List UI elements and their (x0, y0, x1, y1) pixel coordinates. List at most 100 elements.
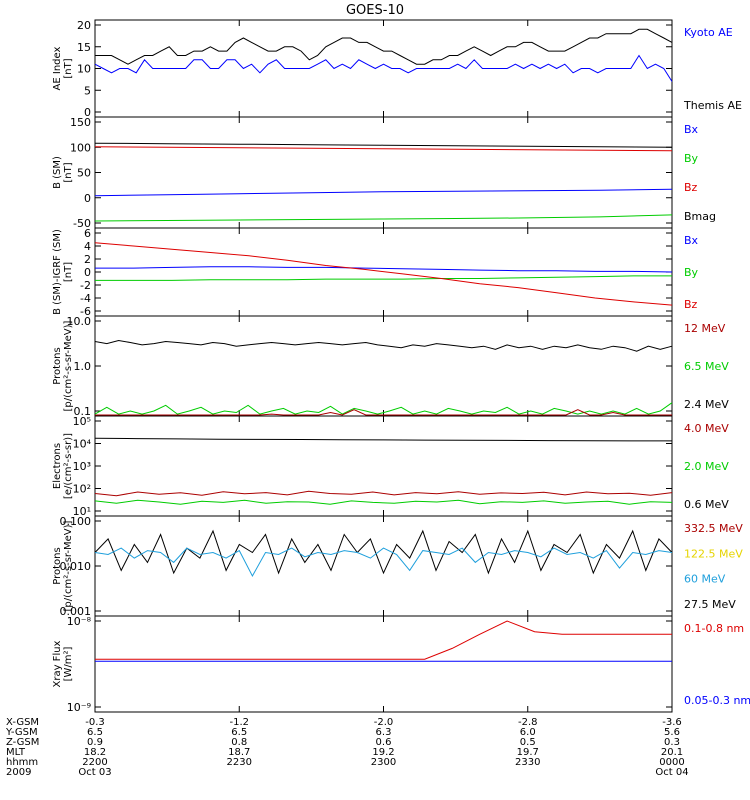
y-axis-label: Xray Flux (52, 640, 63, 687)
footer-value: -0.3 (85, 717, 105, 728)
legend-entry: 60 MeV (684, 573, 726, 586)
y-tick-label: 0.100 (60, 515, 92, 528)
legend-entry: Bz (684, 298, 698, 311)
y-tick-label: 0 (84, 266, 91, 279)
legend-entry: 6.5 MeV (684, 360, 729, 373)
y-tick-label: -4 (80, 292, 91, 305)
panel-frame (94, 415, 673, 517)
series-line (95, 620, 672, 660)
footer-value: -2.8 (518, 717, 538, 728)
footer-value: 18.2 (84, 747, 106, 758)
y-tick-label: 6 (84, 227, 91, 240)
legend-entry: 4.0 MeV (684, 422, 729, 435)
panel-frame (94, 615, 673, 713)
y-axis-label: [W/m²] (63, 646, 74, 681)
series-line (94, 490, 673, 497)
footer-value: 20.1 (661, 747, 683, 758)
series-line (94, 146, 673, 152)
y-tick-label: 10⁻⁸ (67, 615, 92, 628)
y-tick-label: 1.0 (74, 360, 92, 373)
y-axis-label: B (SM)-IGRF (SM) (52, 229, 63, 315)
footer-value: -3.6 (662, 717, 682, 728)
y-tick-label: 5 (84, 84, 91, 97)
legend-entry: 0.1-0.8 nm (684, 622, 744, 635)
footer-value: 2200 (82, 757, 107, 768)
legend-entry: 12 MeV (684, 322, 726, 335)
series-line (94, 242, 673, 306)
y-tick-label: 0.001 (60, 605, 92, 618)
series-line (94, 142, 673, 148)
y-axis-label: Protons (52, 347, 63, 384)
y-axis-label: [p/(cm²-s-sr-MeV)] (63, 520, 74, 611)
legend-entry: 0.6 MeV (684, 498, 729, 511)
y-axis-label: [nT] (63, 262, 74, 282)
legend-entry: By (684, 152, 699, 165)
series-line (94, 437, 672, 442)
footer-value: Oct 04 (655, 767, 688, 778)
panel-frame (94, 116, 673, 229)
legend-entry: Bz (684, 181, 698, 194)
y-tick-label: 0 (84, 106, 91, 119)
legend-entry: Themis AE (683, 99, 742, 112)
footer-value: 19.2 (372, 747, 394, 758)
series-line (94, 339, 673, 352)
footer-value: 0.6 (376, 737, 392, 748)
y-tick-label: 10⁴ (73, 438, 92, 451)
y-axis-label: [nT] (63, 58, 74, 78)
y-axis-label: Electrons (52, 443, 63, 489)
footer-value: Oct 03 (78, 767, 111, 778)
footer-row-label: MLT (6, 747, 26, 758)
footer-value: 19.7 (517, 747, 539, 758)
legend-entry: 2.0 MeV (684, 460, 729, 473)
footer-value: 6.5 (87, 727, 103, 738)
footer-value: 6.5 (231, 727, 247, 738)
y-tick-label: 0.1 (74, 405, 92, 418)
footer-value: -2.0 (374, 717, 394, 728)
footer-value: -1.2 (229, 717, 249, 728)
y-tick-label: 10² (73, 483, 91, 496)
footer-row-label: hhmm (6, 757, 38, 768)
series-line (95, 266, 673, 273)
legend-entry: Bmag (684, 210, 716, 223)
y-tick-label: 10.0 (67, 315, 92, 328)
y-axis-label: Protons (52, 547, 63, 584)
footer-value: 6.0 (520, 727, 536, 738)
footer-value: 18.7 (228, 747, 250, 758)
legend-entry: 2.4 MeV (684, 398, 729, 411)
y-axis-label: [p/(cm²-s-sr-MeV)] (63, 320, 74, 411)
legend-entry: Bx (684, 123, 699, 136)
series-line (95, 28, 673, 65)
series-line (94, 214, 673, 222)
footer-value: 2300 (371, 757, 396, 768)
series-line (95, 409, 672, 416)
series-line (94, 402, 673, 415)
y-tick-label: 0 (84, 192, 91, 205)
y-tick-label: -2 (80, 279, 91, 292)
y-tick-label: 0.010 (60, 560, 92, 573)
series-line (95, 275, 672, 281)
series-line (94, 499, 673, 505)
footer-value: 2330 (515, 757, 540, 768)
y-tick-label: 10⁻⁹ (67, 701, 91, 714)
footer-row-label: Y-GSM (5, 727, 38, 738)
y-tick-label: 20 (77, 19, 91, 32)
panel-frame (94, 515, 673, 617)
legend-entry: 122.5 MeV (684, 547, 743, 560)
footer-row-label: Z-GSM (6, 737, 39, 748)
footer-value: 0000 (659, 757, 684, 768)
footer-value: 2230 (227, 757, 252, 768)
footer-value: 0.3 (664, 737, 680, 748)
legend-entry: Bx (684, 234, 699, 247)
y-tick-label: 10⁵ (73, 415, 91, 428)
y-tick-label: 10 (77, 63, 91, 76)
y-tick-label: 150 (70, 116, 91, 129)
y-tick-label: 15 (77, 41, 91, 54)
legend-entry: 0.05-0.3 nm (684, 694, 750, 707)
y-axis-label: [nT] (63, 162, 74, 182)
y-tick-label: 50 (77, 167, 91, 180)
series-line (94, 188, 673, 197)
y-axis-label: B (SM) (52, 156, 63, 189)
legend-entry: Kyoto AE (684, 26, 733, 39)
legend-entry: By (684, 266, 699, 279)
